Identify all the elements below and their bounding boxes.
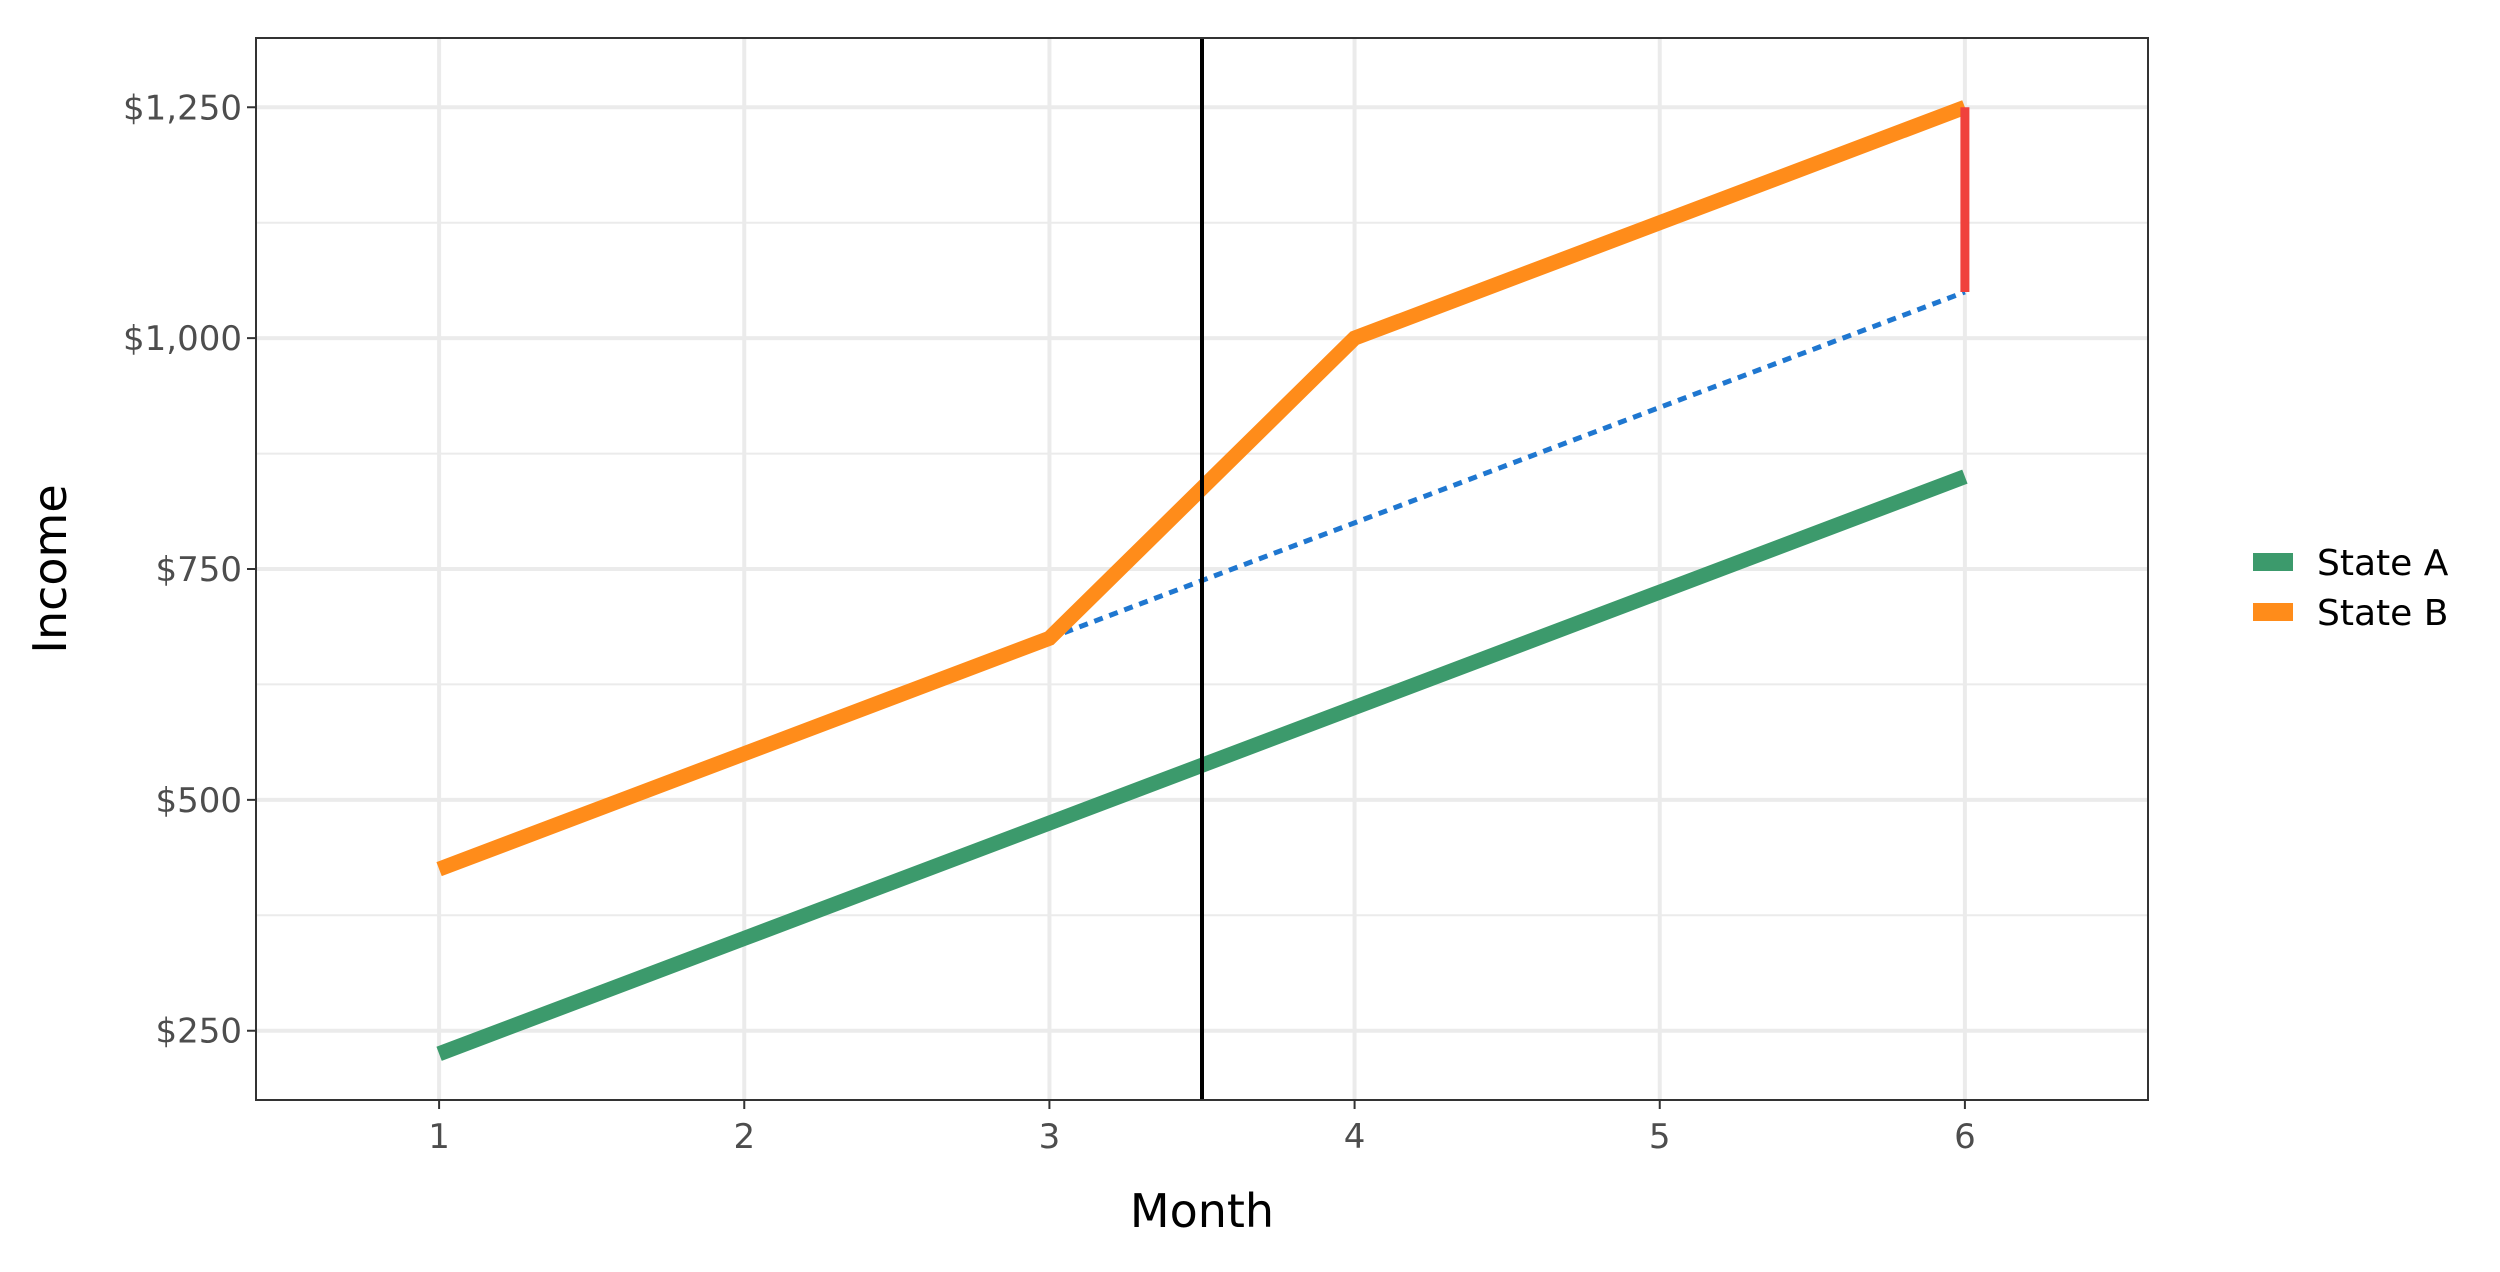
legend-label-state-b: State B bbox=[2317, 593, 2448, 634]
x-tick-label: 3 bbox=[1039, 1117, 1061, 1157]
x-tick-label: 2 bbox=[733, 1117, 755, 1157]
y-axis-title: Income bbox=[23, 484, 77, 653]
x-tick-label: 5 bbox=[1649, 1117, 1671, 1157]
y-axis: $250 $500 $750 $1,000 $1,250 bbox=[123, 88, 256, 1052]
legend-key-state-a bbox=[2253, 553, 2293, 571]
legend-key-state-b bbox=[2253, 603, 2293, 621]
x-tick-label: 4 bbox=[1344, 1117, 1366, 1157]
legend-label-state-a: State A bbox=[2317, 543, 2449, 584]
x-axis-title: Month bbox=[1130, 1184, 1274, 1238]
x-axis: 1 2 3 4 5 6 bbox=[428, 1100, 1976, 1157]
annotations-overlay bbox=[1200, 38, 1970, 1100]
y-tick-label: $250 bbox=[155, 1012, 242, 1052]
x-tick-label: 6 bbox=[1954, 1117, 1976, 1157]
x-tick-label: 1 bbox=[428, 1117, 450, 1157]
y-tick-label: $1,250 bbox=[123, 88, 242, 128]
y-tick-label: $500 bbox=[155, 781, 242, 821]
y-tick-label: $750 bbox=[155, 550, 242, 590]
legend: State A State B bbox=[2253, 543, 2449, 634]
y-tick-label: $1,000 bbox=[123, 319, 242, 359]
